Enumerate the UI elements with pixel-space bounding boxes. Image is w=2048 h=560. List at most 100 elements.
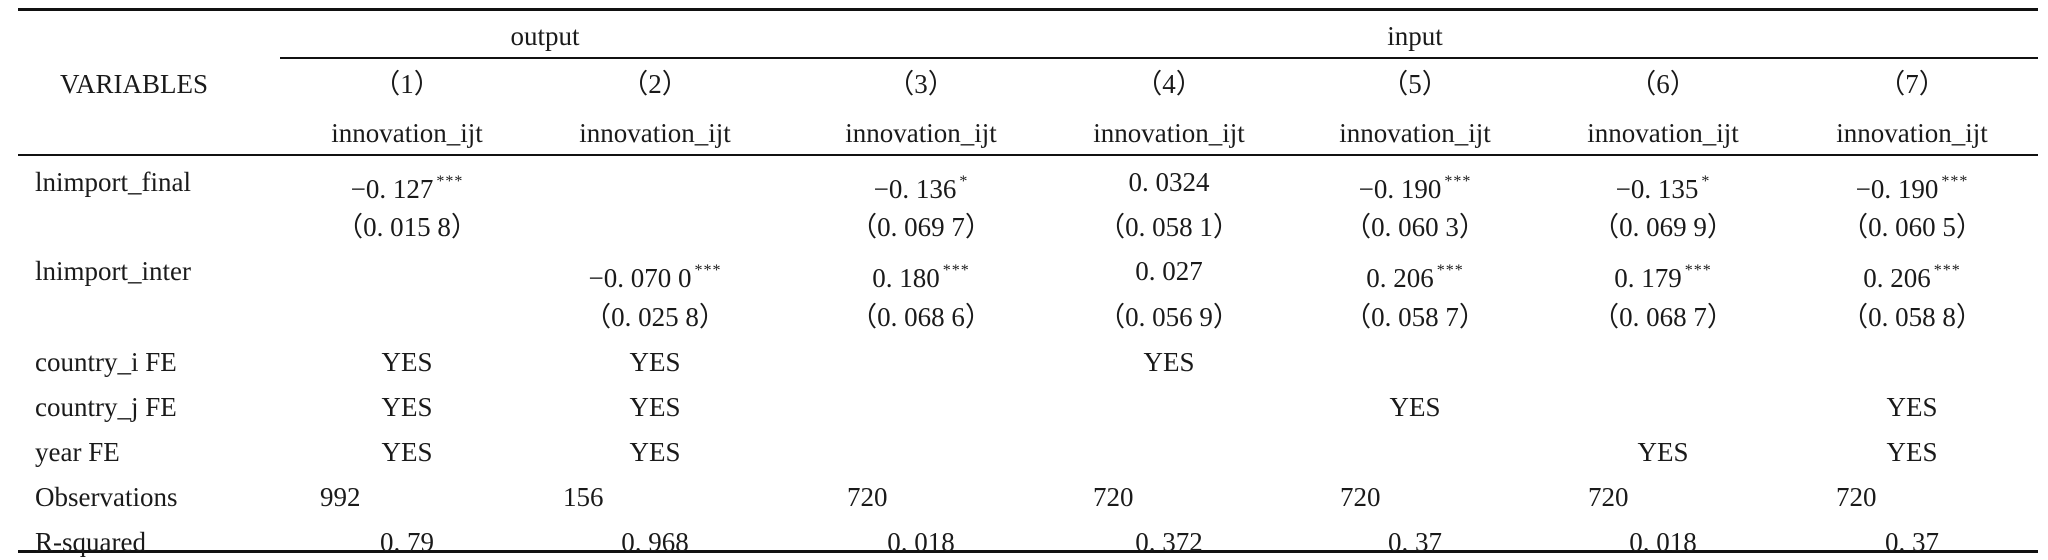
coefficient-value: 0. 206 [1366,263,1434,293]
significance-stars: *** [1933,262,1961,279]
row-label: lnimport_final [35,167,191,197]
coefficient-value: 0. 180 [872,263,940,293]
dependent-variable: innovation_ijt [331,118,483,148]
value-cell: YES [1637,437,1689,467]
value-cell: YES [381,437,433,467]
significance-stars: * [1701,173,1711,190]
coefficient-cell: 0. 027 [1135,254,1203,288]
dependent-variable: innovation_ijt [845,118,997,148]
row-label: country_j FE [35,392,177,422]
dependent-variable: innovation_ijt [1836,118,1988,148]
dependent-variable: innovation_ijt [1093,118,1245,148]
value-cell: 0. 018 [1629,527,1697,557]
coefficient-value: 0. 027 [1135,256,1203,286]
value-cell: YES [1886,437,1938,467]
coefficient-cell: 0. 179 *** [1614,254,1712,295]
coefficient-value: 0. 206 [1863,263,1931,293]
dependent-variable: innovation_ijt [579,118,731,148]
column-number: （7） [1878,69,1946,99]
value-cell: 720 [1588,482,1629,512]
coefficient-cell: −0. 127 *** [351,165,464,206]
value-cell: 720 [847,482,888,512]
dependent-variable: innovation_ijt [1339,118,1491,148]
group-header-output: output [510,21,580,51]
coefficient-cell: 0. 180 *** [872,254,970,295]
standard-error-cell: （0. 068 6） [850,302,992,332]
group-underline-output [280,57,794,59]
value-cell: 0. 79 [380,527,434,557]
coefficient-cell: 0. 0324 [1129,165,1210,199]
standard-error-cell: （0. 058 7） [1344,302,1486,332]
column-number: （4） [1135,69,1203,99]
value-cell: YES [381,347,433,377]
standard-error-cell: （0. 060 3） [1344,212,1486,242]
value-cell: YES [629,392,681,422]
column-number: （6） [1629,69,1697,99]
coefficient-cell: −0. 070 0 *** [589,254,722,295]
value-cell: YES [629,437,681,467]
coefficient-value: 0. 179 [1614,263,1682,293]
coefficient-cell: −0. 190 *** [1856,165,1969,206]
significance-stars: * [959,173,969,190]
value-cell: 992 [320,482,361,512]
bottom-rule [18,550,2038,553]
significance-stars: *** [436,173,464,190]
value-cell: 156 [563,482,604,512]
standard-error-cell: （0. 015 8） [336,212,478,242]
coefficient-value: −0. 190 [1358,174,1442,204]
column-number: （2） [621,69,689,99]
value-cell: YES [1143,347,1195,377]
standard-error-cell: （0. 069 9） [1592,212,1734,242]
coefficient-value: −0. 136 [873,174,957,204]
coefficient-value: −0. 135 [1615,174,1699,204]
value-cell: YES [629,347,681,377]
significance-stars: *** [1941,173,1969,190]
group-underline-input [792,57,2038,59]
dependent-variable: innovation_ijt [1587,118,1739,148]
coefficient-cell: 0. 206 *** [1366,254,1464,295]
standard-error-cell: （0. 056 9） [1098,302,1240,332]
value-cell: 0. 37 [1388,527,1442,557]
value-cell: YES [1389,392,1441,422]
standard-error-cell: （0. 058 8） [1841,302,1983,332]
value-cell: 0. 018 [887,527,955,557]
standard-error-cell: （0. 068 7） [1592,302,1734,332]
value-cell: YES [1886,392,1938,422]
significance-stars: *** [1436,262,1464,279]
coefficient-value: −0. 127 [350,174,434,204]
stub-header: VARIABLES [60,69,209,99]
significance-stars: *** [694,262,722,279]
value-cell: 720 [1340,482,1381,512]
standard-error-cell: （0. 058 1） [1098,212,1240,242]
column-number: （1） [373,69,441,99]
column-number: （3） [887,69,955,99]
standard-error-cell: （0. 060 5） [1841,212,1983,242]
top-rule [18,8,2038,11]
coefficient-cell: −0. 135 * [1616,165,1711,206]
value-cell: 0. 372 [1135,527,1203,557]
column-number: （5） [1381,69,1449,99]
value-cell: 720 [1836,482,1877,512]
value-cell: 720 [1093,482,1134,512]
value-cell: 0. 968 [621,527,689,557]
row-label: lnimport_inter [35,256,191,286]
significance-stars: *** [1684,262,1712,279]
coefficient-cell: 0. 206 *** [1863,254,1961,295]
coefficient-cell: −0. 190 *** [1359,165,1472,206]
standard-error-cell: （0. 025 8） [584,302,726,332]
row-label: Observations [35,482,178,512]
row-label: year FE [35,437,120,467]
value-cell: 0. 37 [1885,527,1939,557]
significance-stars: *** [942,262,970,279]
coefficient-value: 0. 0324 [1128,167,1210,197]
value-cell: YES [381,392,433,422]
standard-error-cell: （0. 069 7） [850,212,992,242]
group-header-input: input [1387,21,1443,51]
row-label: R-squared [35,527,146,557]
coefficient-value: −0. 070 0 [588,263,692,293]
coefficient-cell: −0. 136 * [874,165,969,206]
significance-stars: *** [1444,173,1472,190]
row-label: country_i FE [35,347,177,377]
coefficient-value: −0. 190 [1855,174,1939,204]
header-rule [18,154,2038,156]
